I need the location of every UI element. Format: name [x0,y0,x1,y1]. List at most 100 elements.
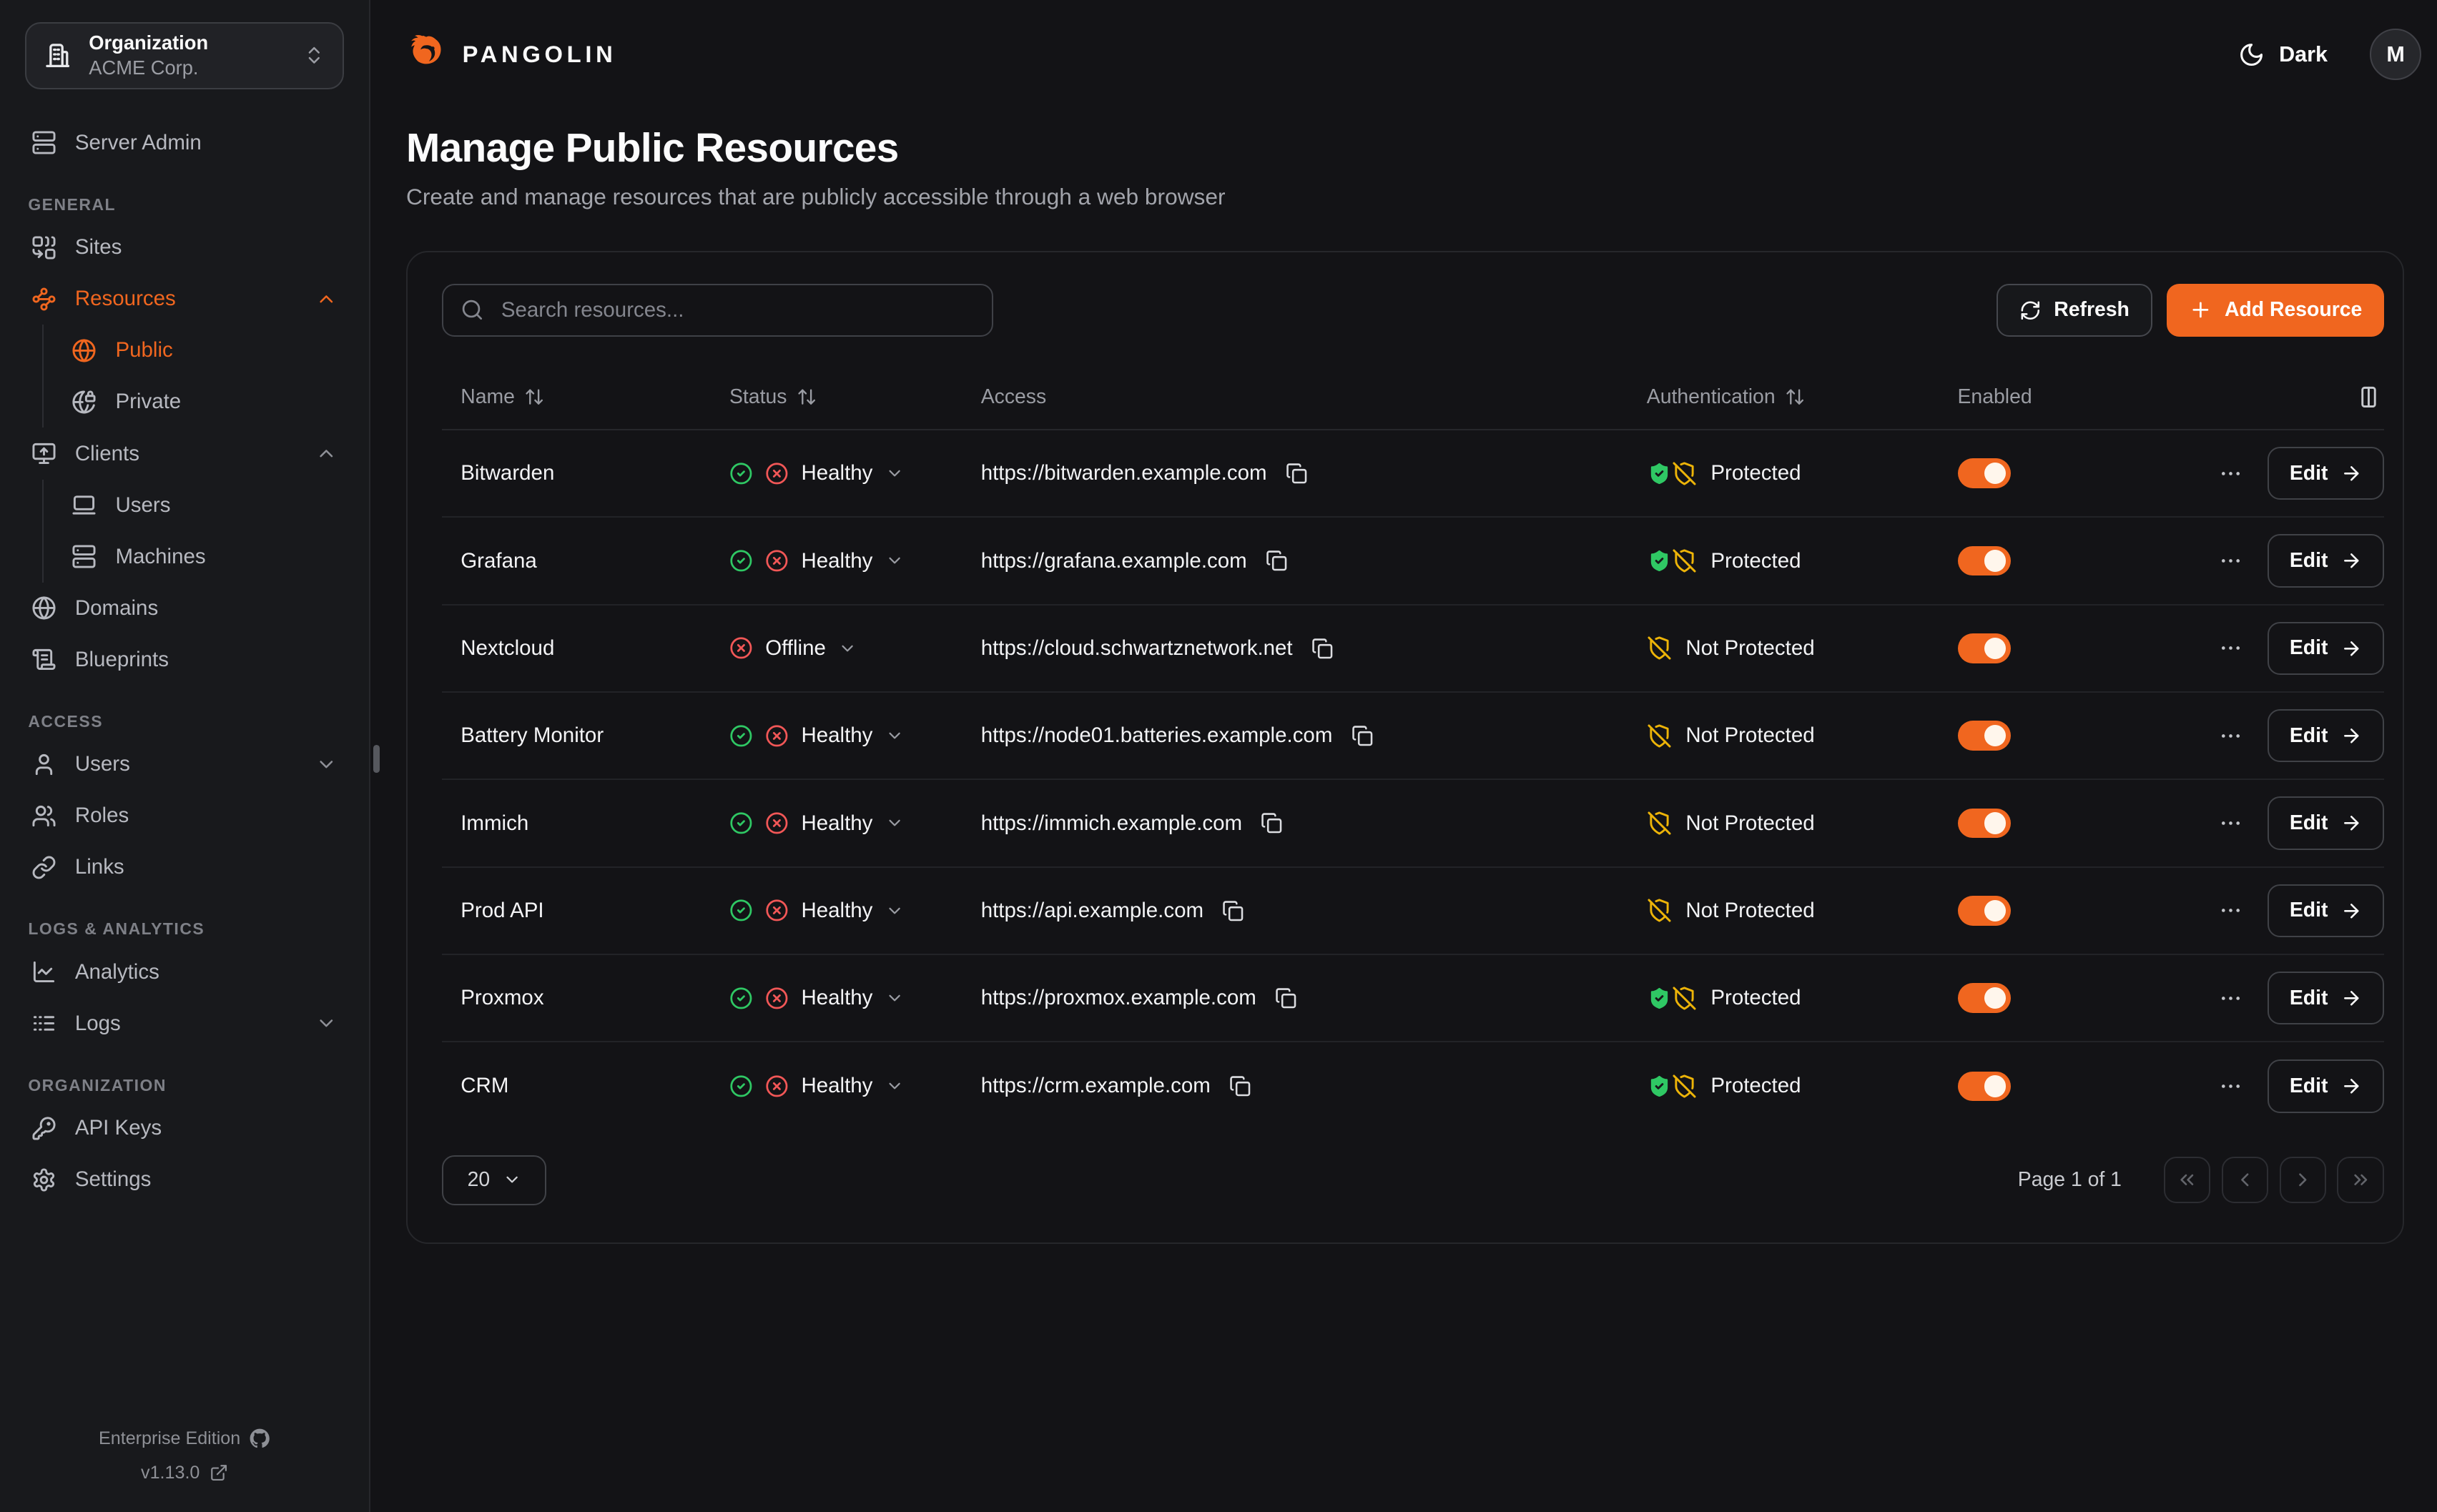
row-menu-button[interactable] [2215,545,2246,577]
sidebar-item-blueprints[interactable]: Blueprints [25,634,344,686]
enabled-toggle[interactable] [1957,545,2011,576]
copy-url-button[interactable] [1272,984,1300,1012]
status-dropdown[interactable]: Offline [729,636,857,661]
arrow-right-icon [2344,641,2359,656]
org-selector-label: Organization [89,31,209,54]
row-menu-button[interactable] [2215,458,2246,489]
edit-button[interactable]: Edit [2268,884,2384,937]
row-menu-button[interactable] [2215,1071,2246,1102]
row-menu-button[interactable] [2215,808,2246,839]
last-page-button[interactable] [2337,1156,2384,1204]
edit-button[interactable]: Edit [2268,1059,2384,1113]
sidebar-item-settings[interactable]: Settings [25,1154,344,1205]
edit-button[interactable]: Edit [2268,972,2384,1025]
sidebar-item-client-users[interactable]: Users [66,480,344,531]
theme-toggle-button[interactable]: Dark [2229,40,2337,69]
sidebar-item-analytics[interactable]: Analytics [25,947,344,998]
sidebar-item-sites[interactable]: Sites [25,222,344,273]
status-cell: Offline [729,636,981,661]
row-menu-button[interactable] [2215,982,2246,1014]
section-label-logs-analytics: LOGS & ANALYTICS [28,919,205,939]
row-menu-button[interactable] [2215,895,2246,927]
brand-logo[interactable]: PANGOLIN [406,34,617,75]
sidebar-item-server-admin[interactable]: Server Admin [25,117,344,169]
page-size-select[interactable]: 20 [442,1155,547,1205]
enabled-toggle[interactable] [1957,721,2011,751]
resource-url: https://crm.example.com [980,1074,1211,1098]
sidebar-item-label: Roles [74,804,129,828]
copy-url-button[interactable] [1348,722,1376,750]
enabled-toggle[interactable] [1957,458,2011,488]
copy-url-button[interactable] [1219,896,1247,924]
resource-url: https://immich.example.com [980,811,1243,835]
user-icon [35,753,52,775]
chevron-down-icon [506,1177,518,1183]
external-link-icon[interactable] [210,1463,228,1482]
arrow-right-icon [2344,466,2359,481]
github-icon[interactable] [250,1428,270,1448]
copy-url-button[interactable] [1282,460,1310,488]
enabled-toggle[interactable] [1957,808,2011,839]
columns-icon [2360,386,2376,407]
edit-button[interactable]: Edit [2268,447,2384,500]
resource-name: Grafana [461,548,537,573]
sidebar-item-roles[interactable]: Roles [25,790,344,841]
status-dropdown[interactable]: Healthy [729,461,904,485]
first-page-button[interactable] [2163,1156,2211,1204]
sidebar-item-clients[interactable]: Clients [25,428,344,479]
table-row: Bitwarden Healthy https://bitwarden.exam… [442,430,2384,518]
enabled-toggle[interactable] [1957,896,2011,926]
edit-button[interactable]: Edit [2268,709,2384,763]
status-dropdown[interactable]: Healthy [729,723,904,748]
column-header-status[interactable]: Status [729,385,981,409]
status-dropdown[interactable]: Healthy [729,811,904,836]
sidebar-item-api-keys[interactable]: API Keys [25,1102,344,1154]
sidebar-item-machines[interactable]: Machines [66,531,344,583]
copy-url-button[interactable] [1308,634,1336,662]
shield-off-icon [1673,462,1696,485]
sidebar-item-private[interactable]: Private [66,376,344,428]
sidebar-item-logs[interactable]: Logs [25,998,344,1049]
status-dropdown[interactable]: Healthy [729,986,904,1010]
sidebar-item-resources[interactable]: Resources [25,273,344,325]
sidebar-item-domains[interactable]: Domains [25,583,344,634]
enabled-toggle[interactable] [1957,1071,2011,1102]
edit-button[interactable]: Edit [2268,621,2384,675]
copy-url-button[interactable] [1263,547,1291,575]
status-cell: Healthy [729,899,981,923]
row-menu-button[interactable] [2215,633,2246,664]
next-page-button[interactable] [2279,1156,2327,1204]
status-dropdown[interactable]: Healthy [729,899,904,923]
sidebar-item-links[interactable]: Links [25,841,344,893]
copy-icon [1261,813,1282,834]
edit-button[interactable]: Edit [2268,534,2384,588]
circle-x-icon [766,1075,788,1097]
enabled-toggle[interactable] [1957,633,2011,663]
user-avatar[interactable]: M [2370,29,2422,81]
server-icon [32,131,56,154]
sort-icon [526,389,543,405]
sidebar-item-public[interactable]: Public [66,325,344,376]
enabled-toggle[interactable] [1957,983,2011,1013]
refresh-button[interactable]: Refresh [1996,283,2153,337]
chevrons-left-icon [2180,1174,2194,1186]
column-visibility-button[interactable] [2353,381,2384,412]
status-dropdown[interactable]: Healthy [729,549,904,573]
copy-url-button[interactable] [1258,809,1286,837]
ellipsis-icon [2221,559,2240,563]
authentication-cell: Not Protected [1647,898,1958,923]
logs-icon [33,1016,54,1031]
search-input[interactable] [498,296,975,324]
column-header-authentication[interactable]: Authentication [1647,385,1958,409]
row-menu-button[interactable] [2215,720,2246,751]
sidebar-item-users[interactable]: Users [25,738,344,790]
copy-url-button[interactable] [1226,1072,1254,1100]
column-header-name[interactable]: Name [442,385,729,409]
prev-page-button[interactable] [2221,1156,2269,1204]
org-selector[interactable]: Organization ACME Corp. [24,21,344,89]
edit-button[interactable]: Edit [2268,796,2384,850]
status-dropdown[interactable]: Healthy [729,1074,904,1098]
sidebar-scrollbar-thumb[interactable] [373,745,380,774]
add-resource-button[interactable]: Add Resource [2167,283,2384,337]
authentication-label: Protected [1710,548,1801,573]
